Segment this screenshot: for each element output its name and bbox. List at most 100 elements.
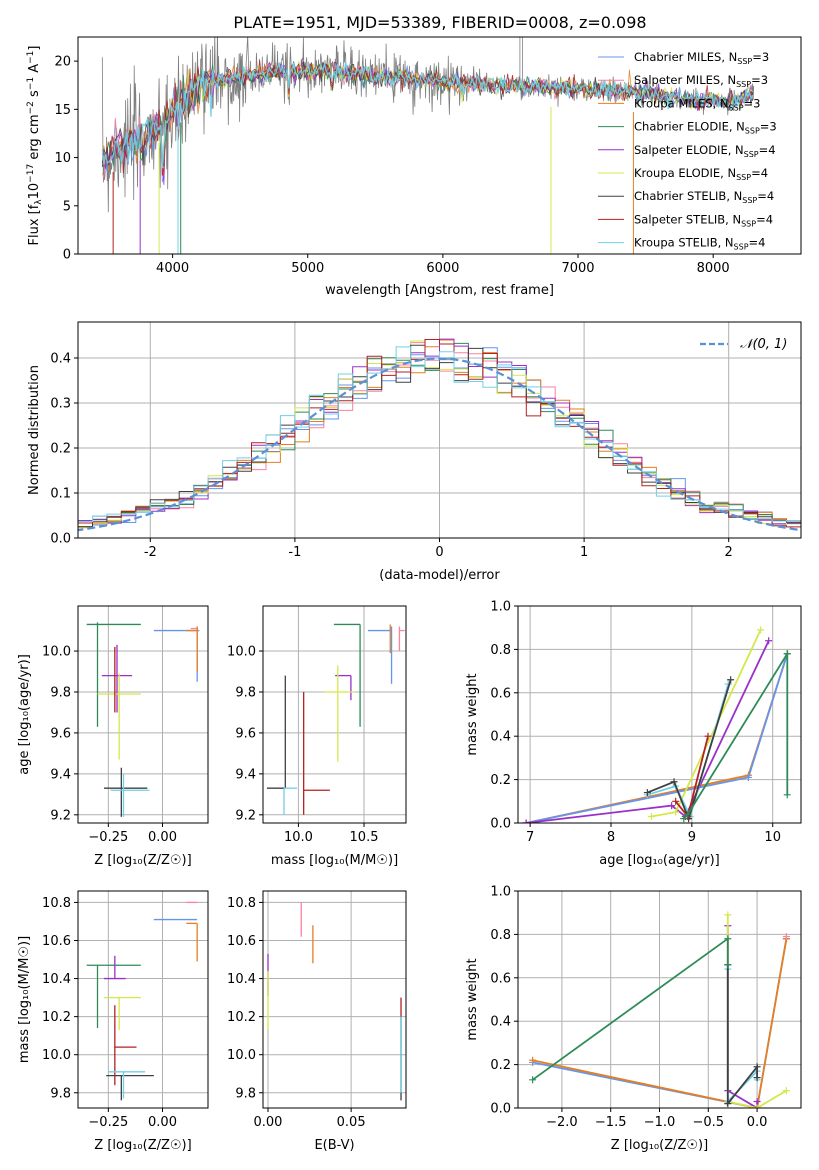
mass_vs_ebv-frame <box>262 890 407 1109</box>
weight_vs_age-x-axis-label: age [log₁₀(age/yr)] <box>599 853 720 868</box>
age_vs_Z-y-tick-label: 9.8 <box>50 685 71 700</box>
weight_vs_age-plot-area <box>522 626 791 823</box>
mass_vs_ebv-y-tick-label: 10.4 <box>227 972 256 987</box>
spectrum-x-tick-label: 8000 <box>697 261 730 276</box>
weight_vs_age-marker <box>672 808 680 816</box>
weight_vs_Z-x-axis-label: Z [log₁₀(Z/Z☉)] <box>611 1138 708 1153</box>
weight_vs_Z-marker <box>529 1076 537 1084</box>
weight_vs_Z-marker <box>753 1063 761 1071</box>
mass_vs_ebv-x-tick-label: 0.00 <box>254 1115 283 1130</box>
weight_vs_Z-x-tick-label: −2.0 <box>546 1115 578 1130</box>
weight_vs_age-marker <box>647 812 655 820</box>
age_vs_Z-plot-area <box>86 622 200 817</box>
age_vs_Z-x-axis-label: Z [log₁₀(Z/Z☉)] <box>94 853 191 868</box>
weight_vs_age-x-tick-label: 9 <box>688 830 696 845</box>
residuals-y-tick-label: 0.2 <box>50 442 71 457</box>
weight_vs_age-series-line <box>525 653 789 823</box>
weight_vs_Z-marker <box>724 961 732 969</box>
weight_vs_age-y-tick-label: 0.8 <box>490 643 511 658</box>
mass_vs_Z-x-tick-label: 0.00 <box>148 1115 177 1130</box>
legend-normal-label: 𝒩(0, 1) <box>740 337 787 352</box>
weight_vs_Z-y-tick-label: 0.0 <box>490 1102 511 1117</box>
weight_vs_age-x-tick-label: 7 <box>526 830 534 845</box>
mass_vs_Z-axes <box>74 891 208 1112</box>
spectrum-plot-area <box>101 37 755 254</box>
spectrum-frame <box>77 36 802 255</box>
weight_vs_Z-marker <box>753 1097 761 1105</box>
weight_vs_age-marker <box>684 810 692 818</box>
weight_vs_age-marker <box>704 732 712 740</box>
weight_vs_Z-x-tick-label: −1.5 <box>595 1115 627 1130</box>
weight_vs_age-marker <box>757 626 765 634</box>
spectrum-x-axis-label: wavelength [Angstrom, rest frame] <box>325 283 554 298</box>
weight_vs_age-marker <box>672 797 680 805</box>
spectrum-y-tick-label: 15 <box>54 103 71 118</box>
age_vs_Z-y-tick-label: 9.2 <box>50 808 71 823</box>
weight_vs_age-frame <box>517 605 802 824</box>
residuals-x-tick-label: -1 <box>288 545 301 560</box>
mass_vs_Z-x-axis-label: Z [log₁₀(Z/Z☉)] <box>94 1138 191 1153</box>
age_vs_mass-axes <box>259 606 406 827</box>
legend-label: Chabrier ELODIE, NSSP=3 <box>634 120 777 136</box>
residuals-y-tick-label: 0.3 <box>50 397 71 412</box>
spectrum-x-tick-label: 4000 <box>156 261 189 276</box>
spectrum-y-tick-label: 20 <box>54 55 71 70</box>
mass_vs_ebv-y-tick-label: 10.8 <box>227 896 256 911</box>
weight_vs_Z-frame <box>517 890 802 1109</box>
mass_vs_Z-y-tick-label: 10.8 <box>42 896 71 911</box>
weight_vs_Z-plot-area <box>529 911 790 1108</box>
weight_vs_Z-x-tick-label: −0.5 <box>693 1115 725 1130</box>
weight_vs_Z-series-line <box>726 964 758 1107</box>
weight_vs_Z-marker <box>782 1087 790 1095</box>
residuals-y-tick-label: 0.0 <box>50 532 71 547</box>
weight_vs_Z-marker <box>753 1074 761 1082</box>
weight_vs_age-marker <box>668 802 676 810</box>
mass_vs_Z-y-tick-label: 10.0 <box>42 1048 71 1063</box>
age_vs_mass-frame <box>262 605 407 824</box>
spectrum-y-tick-label: 0 <box>63 248 71 263</box>
mass_vs_Z-y-tick-label: 10.6 <box>42 934 71 949</box>
weight_vs_Z-series-line <box>726 969 758 1104</box>
age_vs_mass-y-tick-label: 9.8 <box>235 685 256 700</box>
age_vs_Z-frame <box>77 605 209 824</box>
mass_vs_Z-x-tick-label: −0.25 <box>88 1115 128 1130</box>
age_vs_Z-y-tick-label: 9.6 <box>50 726 71 741</box>
residuals-axes <box>74 322 801 542</box>
mass_vs_Z-y-tick-label: 9.8 <box>50 1086 71 1101</box>
weight_vs_age-x-tick-label: 8 <box>607 830 615 845</box>
weight_vs_Z-y-tick-label: 0.6 <box>490 971 511 986</box>
weight_vs_age-marker <box>727 676 735 684</box>
mass_vs_ebv-y-tick-label: 10.2 <box>227 1010 256 1025</box>
spectrum-y-tick-label: 10 <box>54 151 71 166</box>
weight_vs_age-series-line <box>525 640 770 823</box>
weight_vs_Z-marker <box>724 1100 732 1108</box>
mass_vs_Z-y-tick-label: 10.4 <box>42 972 71 987</box>
mass_vs_ebv-plot-area <box>267 902 402 1101</box>
spectrum-model-line <box>101 61 754 169</box>
legend-label: Salpeter MILES, NSSP=3 <box>634 73 768 89</box>
spectrum-axes <box>74 60 714 258</box>
mass_vs_ebv-x-tick-label: 0.05 <box>337 1115 366 1130</box>
legend-label: Kroupa STELIB, NSSP=4 <box>634 236 765 252</box>
weight_vs_Z-series-line <box>532 938 788 1108</box>
mass_vs_ebv-axes <box>259 891 406 1112</box>
residuals-x-axis-label: (data-model)/error <box>379 568 500 583</box>
weight_vs_age-axes <box>514 605 801 827</box>
legend-label: Salpeter STELIB, NSSP=4 <box>634 212 773 228</box>
legend-label: Chabrier STELIB, NSSP=4 <box>634 189 774 205</box>
weight_vs_age-y-tick-label: 0.0 <box>490 817 511 832</box>
age_vs_mass-y-tick-label: 9.2 <box>235 808 256 823</box>
age_vs_mass-x-tick-label: 10.5 <box>350 830 379 845</box>
weight_vs_age-marker <box>783 650 791 658</box>
weight_vs_Z-marker <box>529 1056 537 1064</box>
legend-label: Kroupa ELODIE, NSSP=4 <box>634 166 768 182</box>
weight_vs_age-marker <box>670 778 678 786</box>
age_vs_Z-x-tick-label: 0.00 <box>148 830 177 845</box>
weight_vs_age-y-tick-label: 1.0 <box>490 600 511 615</box>
weight_vs_Z-marker <box>724 935 732 943</box>
age_vs_mass-plot-area <box>266 623 405 815</box>
age_vs_mass-x-axis-label: mass [log₁₀(M/M☉)] <box>271 853 398 868</box>
weight_vs_age-marker <box>643 789 651 797</box>
